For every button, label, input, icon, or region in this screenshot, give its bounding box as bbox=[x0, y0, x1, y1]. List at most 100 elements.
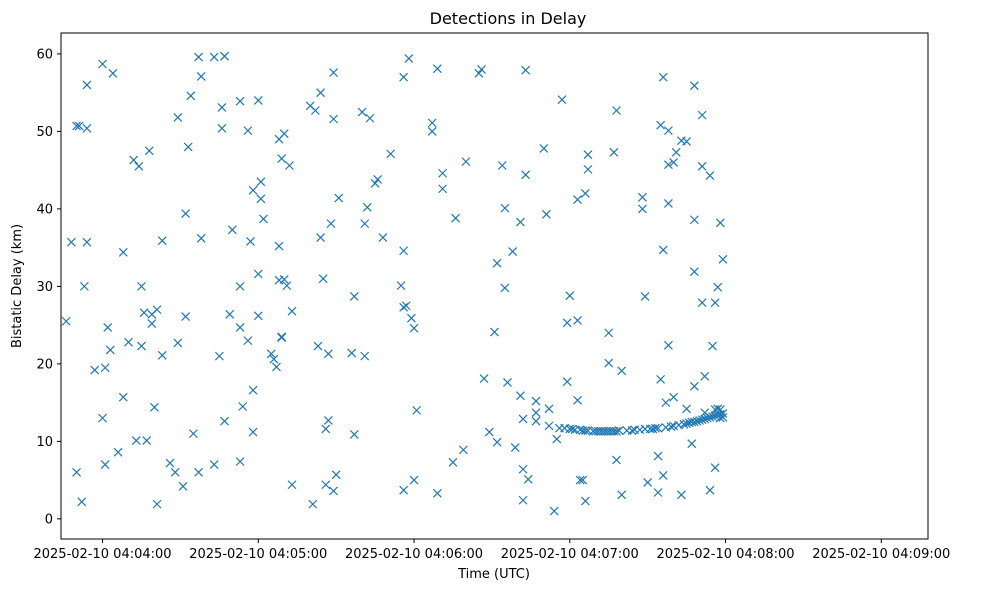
x-tick-label: 2025-02-10 04:05:00 bbox=[189, 547, 327, 562]
data-point-x-marker bbox=[432, 64, 442, 74]
data-point-x-marker bbox=[72, 121, 81, 131]
data-point-x-marker bbox=[124, 337, 133, 347]
data-point-x-marker bbox=[490, 327, 499, 337]
data-point-x-marker bbox=[196, 233, 206, 243]
y-tick-label: 20 bbox=[36, 357, 53, 372]
data-point-x-marker bbox=[79, 281, 89, 291]
data-point-x-marker bbox=[609, 147, 619, 157]
data-point-x-marker bbox=[702, 413, 712, 423]
data-point-x-marker bbox=[118, 247, 128, 257]
data-point-x-marker bbox=[347, 348, 357, 358]
data-point-x-marker bbox=[100, 460, 110, 470]
data-point-x-marker bbox=[329, 114, 338, 124]
data-point-x-marker bbox=[157, 350, 167, 360]
data-point-x-marker bbox=[256, 194, 266, 204]
data-point-x-marker bbox=[256, 177, 266, 187]
data-point-x-marker bbox=[82, 237, 92, 247]
data-point-x-marker bbox=[573, 395, 582, 405]
data-point-x-marker bbox=[573, 195, 582, 205]
data-point-x-marker bbox=[658, 471, 668, 480]
data-point-x-marker bbox=[516, 217, 525, 227]
y-axis-ticks: 0 10 20 30 40 50 60 bbox=[36, 47, 61, 527]
data-point-x-marker bbox=[477, 64, 486, 74]
data-point-x-marker bbox=[718, 412, 728, 422]
data-point-x-marker bbox=[401, 301, 411, 311]
data-point-x-marker bbox=[407, 313, 416, 323]
data-point-x-marker bbox=[692, 416, 702, 426]
data-point-x-marker bbox=[643, 478, 653, 487]
data-point-x-marker bbox=[508, 247, 518, 256]
data-point-x-marker bbox=[580, 188, 590, 198]
data-point-x-marker bbox=[718, 254, 728, 264]
data-point-x-marker bbox=[689, 417, 699, 427]
data-point-x-marker bbox=[194, 467, 204, 477]
data-point-x-marker bbox=[663, 340, 673, 350]
data-point-x-marker bbox=[194, 52, 204, 62]
data-point-x-marker bbox=[682, 137, 692, 146]
data-point-x-marker bbox=[682, 404, 692, 414]
data-point-x-marker bbox=[66, 237, 76, 247]
data-point-x-marker bbox=[349, 429, 359, 439]
data-point-x-marker bbox=[562, 318, 572, 328]
data-point-x-marker bbox=[539, 144, 549, 153]
data-point-x-marker bbox=[531, 408, 541, 418]
data-point-x-marker bbox=[516, 391, 525, 401]
data-point-x-marker bbox=[165, 458, 175, 468]
data-point-x-marker bbox=[689, 215, 699, 225]
data-point-x-marker bbox=[461, 157, 471, 167]
data-point-x-marker bbox=[279, 129, 289, 139]
data-point-x-marker bbox=[323, 416, 333, 425]
data-point-x-marker bbox=[689, 267, 699, 277]
data-point-x-marker bbox=[573, 316, 582, 325]
data-point-x-marker bbox=[150, 402, 159, 412]
data-point-x-marker bbox=[209, 460, 219, 470]
data-point-x-marker bbox=[617, 366, 627, 376]
data-point-x-marker bbox=[357, 107, 367, 117]
data-point-x-marker bbox=[653, 488, 663, 497]
y-tick-label: 50 bbox=[36, 125, 53, 140]
data-point-x-marker bbox=[671, 147, 681, 157]
data-point-x-marker bbox=[279, 274, 289, 284]
data-point-x-marker bbox=[253, 311, 263, 321]
data-point-x-marker bbox=[656, 374, 666, 384]
data-point-x-marker bbox=[708, 341, 717, 351]
data-point-x-marker bbox=[518, 464, 528, 474]
data-point-x-marker bbox=[235, 457, 245, 466]
data-point-x-marker bbox=[697, 110, 707, 120]
data-point-x-marker bbox=[697, 161, 707, 171]
y-tick-label: 60 bbox=[36, 47, 53, 62]
data-point-x-marker bbox=[562, 377, 572, 387]
data-point-x-marker bbox=[503, 378, 512, 387]
data-point-x-marker bbox=[118, 392, 128, 402]
data-point-x-marker bbox=[243, 126, 253, 136]
data-point-x-marker bbox=[152, 305, 162, 315]
data-point-x-marker bbox=[663, 199, 673, 208]
data-point-x-marker bbox=[544, 421, 554, 431]
x-tick-label: 2025-02-10 04:07:00 bbox=[501, 547, 639, 562]
data-point-x-marker bbox=[656, 120, 666, 130]
data-point-x-marker bbox=[253, 95, 263, 105]
data-point-x-marker bbox=[549, 506, 559, 516]
data-point-x-marker bbox=[518, 414, 528, 424]
data-point-x-marker bbox=[246, 237, 255, 246]
data-point-x-marker bbox=[580, 496, 590, 506]
data-point-x-marker bbox=[531, 396, 541, 406]
data-point-x-marker bbox=[108, 68, 118, 78]
y-tick-label: 10 bbox=[36, 435, 53, 450]
x-axis-ticks: 2025-02-10 04:04:00 2025-02-10 04:05:00 20… bbox=[33, 539, 950, 562]
data-point-x-marker bbox=[329, 486, 338, 496]
data-point-x-marker bbox=[399, 72, 409, 82]
data-point-x-marker bbox=[705, 171, 715, 181]
data-point-x-marker bbox=[409, 475, 419, 485]
data-point-x-marker bbox=[523, 474, 533, 484]
data-point-x-marker bbox=[438, 184, 448, 194]
data-point-x-marker bbox=[321, 424, 331, 434]
data-point-x-marker bbox=[583, 164, 593, 174]
data-point-x-marker bbox=[274, 241, 284, 251]
data-point-x-marker bbox=[697, 415, 707, 425]
data-point-x-marker bbox=[209, 52, 219, 62]
data-point-x-marker bbox=[500, 203, 510, 213]
data-point-x-marker bbox=[438, 168, 448, 178]
data-point-x-marker bbox=[181, 209, 191, 218]
